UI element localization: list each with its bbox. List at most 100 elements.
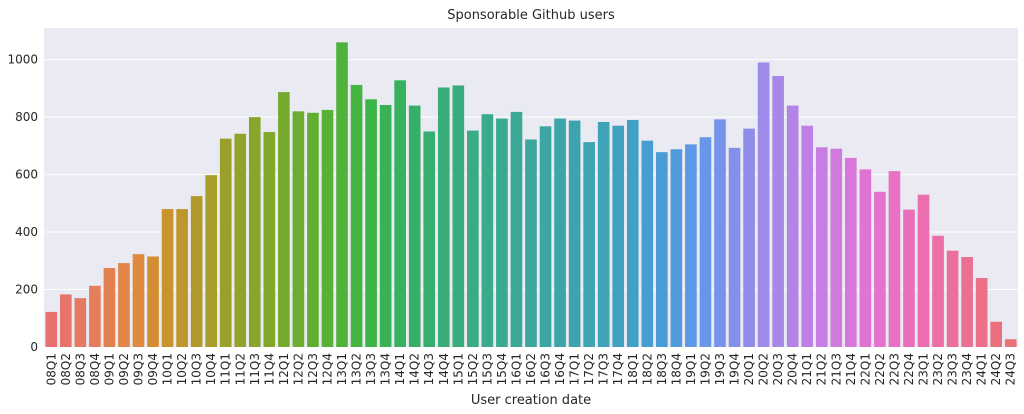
bar-08Q1	[45, 311, 58, 347]
bar-23Q4	[961, 257, 973, 347]
chart-title: Sponsorable Github users	[447, 8, 615, 23]
bar-13Q3	[365, 99, 377, 348]
x-tick-label: 19Q3	[713, 353, 727, 385]
x-tick-label: 11Q2	[233, 353, 247, 385]
x-tick-label: 18Q3	[655, 353, 669, 385]
bar-22Q3	[888, 171, 901, 347]
bar-20Q2	[757, 62, 770, 348]
x-tick-label: 12Q1	[277, 353, 291, 385]
bar-12Q3	[307, 112, 319, 347]
x-tick-label: 13Q4	[379, 353, 393, 385]
x-tick-label: 21Q2	[815, 353, 829, 385]
bar-10Q3	[190, 196, 203, 347]
x-tick-label: 18Q2	[640, 353, 654, 385]
x-tick-label: 15Q1	[451, 353, 465, 385]
bar-12Q1	[278, 92, 290, 347]
bar-14Q2	[408, 105, 421, 347]
bar-15Q2	[467, 130, 479, 347]
x-tick-label: 10Q3	[190, 353, 204, 385]
bar-23Q3	[946, 250, 959, 347]
y-tick-labels: 0 200 400 600 800 1000	[7, 53, 38, 354]
x-tick-label: 13Q1	[335, 353, 349, 385]
bar-17Q4	[612, 125, 625, 348]
bar-21Q2	[815, 147, 828, 347]
x-tick-label: 09Q1	[102, 353, 116, 385]
x-tick-label: 12Q3	[306, 353, 320, 385]
bar-13Q2	[350, 84, 363, 347]
bar-18Q3	[656, 152, 668, 347]
bar-11Q3	[248, 117, 261, 347]
bar-18Q1	[626, 119, 639, 348]
bar-16Q4	[554, 118, 566, 347]
bar-19Q4	[728, 147, 741, 347]
x-tick-label: 21Q4	[844, 353, 858, 385]
x-tick-label: 09Q2	[117, 353, 131, 385]
x-tick-label: 14Q3	[422, 353, 436, 385]
bar-10Q2	[176, 209, 188, 347]
x-tick-label: 21Q1	[800, 353, 814, 385]
x-tick-label: 14Q4	[437, 353, 451, 385]
x-tick-label: 24Q2	[989, 353, 1003, 385]
bar-13Q4	[379, 105, 392, 347]
x-tick-label: 08Q2	[59, 353, 73, 385]
x-tick-label: 21Q3	[829, 353, 843, 385]
x-tick-labels: 08Q1 08Q2 08Q3 08Q4 09Q1 09Q2 09Q3 09Q4 10Q1 10Q2…	[44, 353, 1017, 385]
x-tick-label: 14Q1	[393, 353, 407, 385]
x-tick-label: 08Q4	[88, 353, 102, 385]
bar-15Q1	[452, 85, 465, 347]
x-tick-label: 13Q3	[364, 353, 378, 385]
x-tick-label: 22Q1	[858, 353, 872, 385]
x-tick-label: 20Q1	[742, 353, 756, 385]
x-tick-label: 22Q4	[902, 353, 916, 385]
bar-10Q4	[205, 175, 217, 347]
bar-12Q2	[292, 111, 305, 347]
x-tick-label: 08Q1	[44, 353, 58, 385]
bar-20Q3	[772, 75, 784, 348]
x-tick-label: 17Q1	[568, 353, 582, 385]
bar-22Q2	[874, 191, 886, 347]
bar-11Q2	[234, 133, 247, 347]
x-tick-label: 15Q3	[480, 353, 494, 385]
y-tick-label: 0	[30, 340, 38, 354]
x-tick-label: 12Q2	[291, 353, 305, 385]
x-tick-label: 22Q2	[873, 353, 887, 385]
x-tick-label: 19Q1	[684, 353, 698, 385]
y-tick-label: 600	[15, 168, 38, 182]
x-tick-label: 08Q3	[73, 353, 87, 385]
x-tick-label: 16Q3	[539, 353, 553, 385]
bar-24Q1	[975, 278, 988, 347]
y-tick-label: 200	[15, 283, 38, 297]
bar-09Q2	[118, 263, 130, 347]
bar-23Q2	[932, 235, 944, 347]
bar-15Q4	[496, 118, 508, 347]
bar-10Q1	[161, 209, 174, 347]
bar-19Q3	[714, 119, 726, 347]
bar-08Q4	[89, 285, 101, 347]
bar-24Q2	[990, 321, 1003, 347]
bar-15Q3	[481, 114, 494, 347]
bar-18Q2	[641, 140, 654, 347]
bar-09Q3	[132, 254, 145, 347]
bar-21Q3	[830, 148, 843, 347]
x-axis-title: User creation date	[471, 393, 591, 408]
x-tick-label: 10Q4	[204, 353, 218, 385]
x-tick-label: 16Q2	[524, 353, 538, 385]
x-tick-label: 20Q3	[771, 353, 785, 385]
bar-16Q2	[525, 139, 537, 347]
x-tick-label: 17Q3	[597, 353, 611, 385]
bar-12Q4	[321, 109, 334, 348]
x-tick-label: 11Q4	[262, 353, 276, 385]
x-tick-label: 24Q1	[975, 353, 989, 385]
bar-17Q1	[568, 120, 581, 347]
bars	[45, 42, 1017, 348]
x-tick-label: 19Q2	[698, 353, 712, 385]
bar-08Q2	[59, 294, 72, 347]
bar-19Q1	[685, 144, 697, 347]
x-tick-label: 15Q4	[495, 353, 509, 385]
x-tick-label: 10Q2	[175, 353, 189, 385]
x-tick-label: 11Q1	[219, 353, 233, 385]
bar-22Q4	[903, 209, 915, 347]
x-tick-label: 23Q3	[946, 353, 960, 385]
